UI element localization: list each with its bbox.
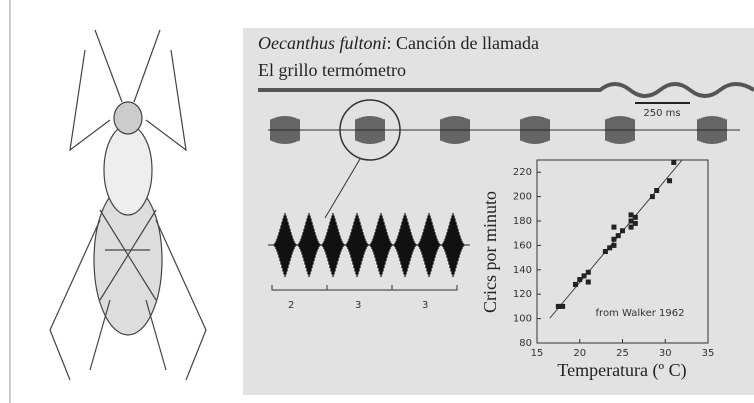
title-text: : Canción de llamada (387, 33, 539, 53)
point (650, 194, 655, 199)
y-tick-label: 100 (513, 314, 532, 325)
figure: Oecanthus fultoni: Canción de llamada El… (0, 0, 754, 403)
x-axis-label: Temperatura (º C) (557, 360, 686, 381)
y-tick-label: 160 (513, 240, 532, 251)
point (573, 282, 578, 287)
species: Oecanthus fultoni (258, 33, 387, 53)
point (629, 212, 634, 217)
point (586, 280, 591, 285)
point (611, 237, 616, 242)
point (620, 228, 625, 233)
y-tick-label: 200 (513, 192, 532, 203)
burst (356, 116, 384, 144)
y-axis-label: Crics por minuto (480, 191, 500, 313)
point (577, 277, 582, 282)
point (654, 188, 659, 193)
point (603, 249, 608, 254)
burst (698, 116, 726, 144)
annotation: from Walker 1962 (596, 308, 685, 319)
point (560, 304, 565, 309)
group-label: 3 (355, 300, 361, 311)
burst (606, 116, 634, 144)
point (607, 245, 612, 250)
cricket-illustration (50, 30, 206, 380)
subtitle: El grillo termómetro (258, 60, 406, 80)
group-label: 3 (422, 300, 428, 311)
point (556, 304, 561, 309)
point (586, 270, 591, 275)
y-tick-label: 180 (513, 216, 532, 227)
y-tick-label: 120 (513, 289, 532, 300)
burst (521, 116, 549, 144)
x-tick-label: 35 (702, 348, 715, 359)
burst (441, 116, 469, 144)
point (611, 225, 616, 230)
scale-label: 250 ms (643, 108, 680, 119)
group-label: 2 (288, 300, 294, 311)
y-tick-label: 140 (513, 265, 532, 276)
point (582, 273, 587, 278)
burst (271, 116, 299, 144)
point (629, 219, 634, 224)
point (667, 178, 672, 183)
x-tick-label: 20 (573, 348, 586, 359)
x-tick-label: 15 (531, 348, 544, 359)
y-tick-label: 220 (513, 167, 532, 178)
point (616, 233, 621, 238)
point (629, 225, 634, 230)
point (633, 221, 638, 226)
point (633, 215, 638, 220)
point (611, 243, 616, 248)
title: Oecanthus fultoni: Canción de llamada (258, 33, 539, 53)
point (671, 160, 676, 165)
x-tick-label: 30 (659, 348, 672, 359)
x-tick-label: 25 (616, 348, 629, 359)
